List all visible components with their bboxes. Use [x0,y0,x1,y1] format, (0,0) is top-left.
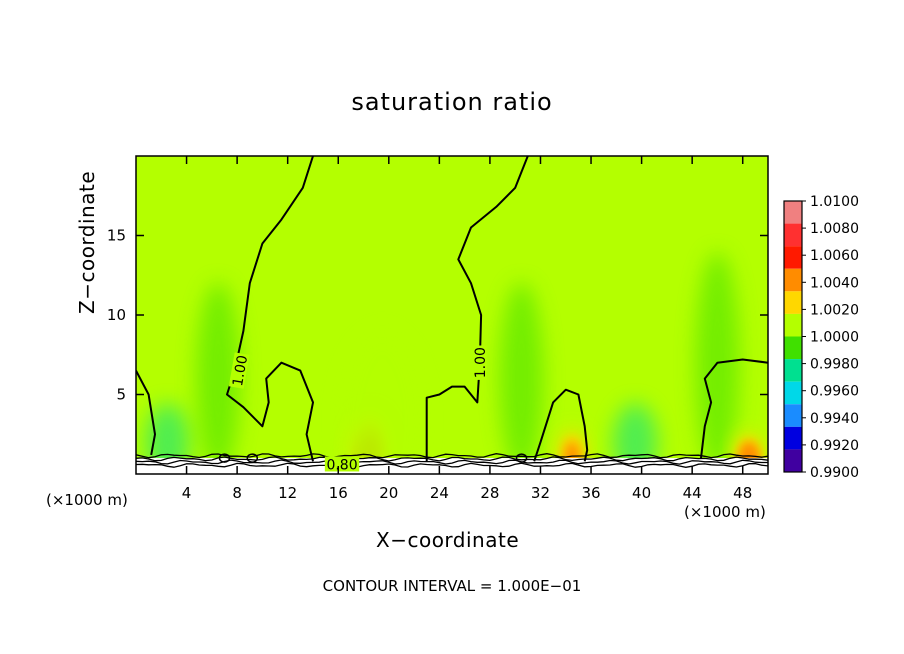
x-tick-label: 16 [329,484,348,502]
contour-label-bg-2 [324,456,360,472]
colorbar-cell [784,404,802,427]
surface-contour-2 [136,456,768,462]
colorbar-label: 0.9940 [810,411,859,427]
contour-label-bg-1 [471,345,487,380]
colorbar-label: 0.9960 [810,384,859,400]
field-background [136,156,768,474]
x-tick-label: 20 [379,484,398,502]
x-tick-label: 28 [480,484,499,502]
contour-label-2: 0.80 [326,457,357,473]
surface-layer [136,458,768,474]
x-tick-label: 48 [733,484,752,502]
colorbar-label: 0.9900 [810,465,859,481]
contour-label-group-0: 1.00 [228,352,251,389]
colorbar: 1.0100 1.0080 1.0060 1.0040 1.0020 1.0000 0.99… [783,194,859,481]
x-tick-label: 4 [182,484,192,502]
contour-lines: 1.00 1.00 0.80 [136,156,768,473]
x-tick-label: 40 [632,484,651,502]
x-tick-label: 44 [683,484,702,502]
y-tick-label: 15 [107,227,126,245]
colorbar-cell [784,268,802,292]
colorbar-cell [784,246,802,269]
contour-1-00-4 [700,358,768,459]
surface-contour-1 [136,459,768,465]
colorbar-label: 1.0000 [810,330,859,346]
y-tick-label: 5 [116,386,126,404]
colorbar-label: 1.0040 [810,275,859,291]
contour-1-00-0 [136,370,156,456]
small-contour-cell-1 [246,453,259,463]
contour-label-0: 1.00 [230,354,251,387]
contour-label-bg-0 [228,352,250,389]
small-contour-cell-2 [515,453,528,463]
contour-1-00-1 [226,156,314,462]
x-tick-label: 24 [430,484,449,502]
chart-title: saturation ratio [351,88,553,116]
x-tick-label: 12 [278,484,297,502]
x-unit-right: (×1000 m) [684,503,766,521]
x-axis-label: X−coordinate [376,528,520,552]
x-tick-label: 32 [531,484,550,502]
saturation-field [136,156,768,474]
surface-contour-3 [136,453,768,459]
colorbar-label: 1.0020 [810,302,859,318]
contour-label-1: 1.00 [473,347,489,378]
small-contour-cell-0 [218,453,231,463]
y-tick-label: 10 [107,306,126,324]
contour-label-group-1: 1.00 [471,345,489,380]
colorbar-cell [784,336,802,360]
colorbar-cell [784,223,802,247]
colorbar-label: 1.0080 [810,221,859,237]
plume-3-level-0 [338,329,427,474]
surface-contour-0 [136,462,768,468]
colorbar-cell [784,426,802,450]
low-region-1 [196,282,241,474]
contour-1-00-3 [533,388,589,462]
x-tick-label: 36 [581,484,600,502]
colorbar-cell [784,359,802,382]
contour-interval-note: CONTOUR INTERVAL = 1.000E−01 [322,577,582,595]
colorbar-cell [784,291,802,314]
colorbar-label: 0.9980 [810,357,859,373]
low-region-2 [613,403,658,474]
low-region-3 [499,282,544,474]
contour-label-group-2: 0.80 [324,456,360,473]
colorbar-label: 1.0060 [810,248,859,264]
x-unit-left: (×1000 m) [46,491,128,509]
colorbar-cell [784,449,802,472]
colorbar-label: 0.9920 [810,438,859,454]
colorbar-label: 1.0100 [810,194,859,210]
colorbar-cell [784,313,802,337]
x-tick-label: 8 [232,484,242,502]
colorbar-cell [784,201,802,224]
contour-1-00-2 [425,156,529,462]
colorbar-cell [784,381,802,405]
